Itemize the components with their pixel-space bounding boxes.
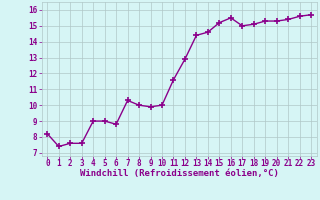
X-axis label: Windchill (Refroidissement éolien,°C): Windchill (Refroidissement éolien,°C)	[80, 169, 279, 178]
